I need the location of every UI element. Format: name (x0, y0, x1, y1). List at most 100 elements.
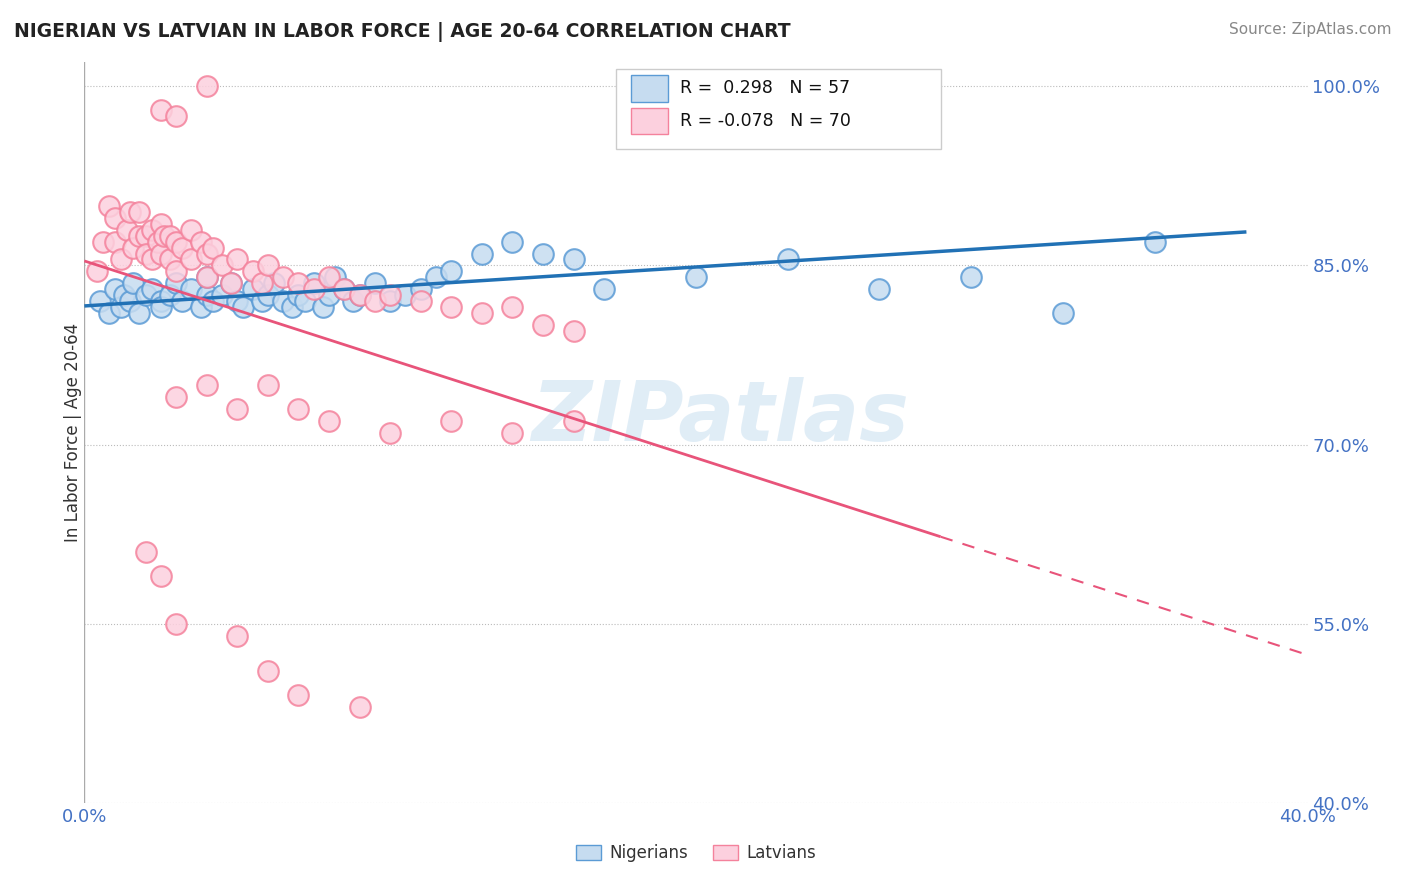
Point (149, 300, 172, 314)
Point (471, 246, 494, 260)
Point (318, 270, 340, 285)
Point (440, 264, 463, 278)
Point (122, 277, 145, 291)
Point (287, 288, 309, 302)
Point (342, 294, 364, 309)
Point (104, 211, 127, 225)
Text: Source: ZipAtlas.com: Source: ZipAtlas.com (1229, 22, 1392, 37)
Point (165, 390, 187, 404)
Point (190, 235, 212, 249)
Point (425, 270, 447, 285)
Point (128, 228, 150, 243)
Point (380, 294, 402, 309)
Y-axis label: In Labor Force | Age 20-64: In Labor Force | Age 20-64 (65, 323, 82, 542)
Bar (616, 69, 941, 149)
Point (120, 204, 142, 219)
Point (257, 259, 280, 273)
Point (271, 294, 294, 309)
Point (110, 252, 132, 267)
Point (562, 324, 585, 338)
Point (349, 700, 371, 714)
Point (250, 294, 273, 309)
Point (531, 246, 554, 260)
Point (685, 270, 707, 285)
Point (115, 222, 138, 236)
Point (440, 300, 463, 314)
Point (153, 228, 176, 243)
Bar (631, 75, 668, 102)
Point (364, 277, 387, 291)
Point (380, 288, 402, 302)
Point (141, 252, 163, 267)
Point (89, 294, 111, 309)
Point (180, 282, 202, 296)
Point (135, 288, 157, 302)
Point (122, 240, 145, 254)
Point (180, 252, 202, 267)
Point (201, 294, 224, 309)
Text: NIGERIAN VS LATVIAN IN LABOR FORCE | AGE 20-64 CORRELATION CHART: NIGERIAN VS LATVIAN IN LABOR FORCE | AGE… (14, 22, 790, 42)
Point (135, 228, 157, 243)
Point (190, 300, 212, 314)
Point (226, 401, 249, 416)
Point (226, 294, 249, 309)
Point (302, 282, 325, 296)
Text: R =  0.298   N = 57: R = 0.298 N = 57 (681, 79, 851, 97)
Point (165, 616, 187, 631)
Point (232, 300, 254, 314)
Point (201, 240, 224, 254)
Point (409, 294, 432, 309)
Point (562, 252, 585, 267)
Point (281, 300, 304, 314)
Point (165, 277, 187, 291)
Point (211, 259, 233, 273)
Point (869, 282, 891, 296)
Point (776, 252, 799, 267)
Point (394, 288, 416, 302)
Point (149, 246, 172, 260)
Point (149, 217, 172, 231)
Point (149, 103, 172, 118)
Point (165, 109, 187, 123)
Point (271, 270, 294, 285)
Bar (631, 108, 668, 135)
Point (219, 277, 242, 291)
Point (141, 222, 163, 236)
Point (562, 414, 585, 428)
Point (287, 689, 309, 703)
Point (159, 288, 181, 302)
Point (257, 288, 280, 302)
Point (960, 270, 983, 285)
Point (287, 401, 309, 416)
Point (165, 264, 187, 278)
Point (159, 228, 181, 243)
Point (1052, 306, 1074, 320)
Point (593, 282, 616, 296)
Point (128, 306, 150, 320)
Point (149, 569, 172, 583)
Point (349, 288, 371, 302)
Point (104, 282, 127, 296)
Point (287, 277, 309, 291)
Point (104, 235, 127, 249)
Point (135, 545, 157, 559)
Point (380, 425, 402, 440)
Point (226, 252, 249, 267)
Point (226, 629, 249, 643)
Point (195, 288, 218, 302)
Point (172, 294, 194, 309)
Point (302, 277, 325, 291)
Legend: Nigerians, Latvians: Nigerians, Latvians (569, 838, 823, 869)
Point (112, 288, 135, 302)
Text: ZIPatlas: ZIPatlas (531, 377, 910, 458)
Point (180, 222, 202, 236)
Point (97, 306, 120, 320)
Point (257, 665, 280, 679)
Point (312, 300, 335, 314)
Point (141, 282, 163, 296)
Point (323, 270, 346, 285)
Point (242, 282, 264, 296)
Point (294, 294, 316, 309)
Point (1143, 235, 1166, 249)
Point (195, 377, 218, 392)
